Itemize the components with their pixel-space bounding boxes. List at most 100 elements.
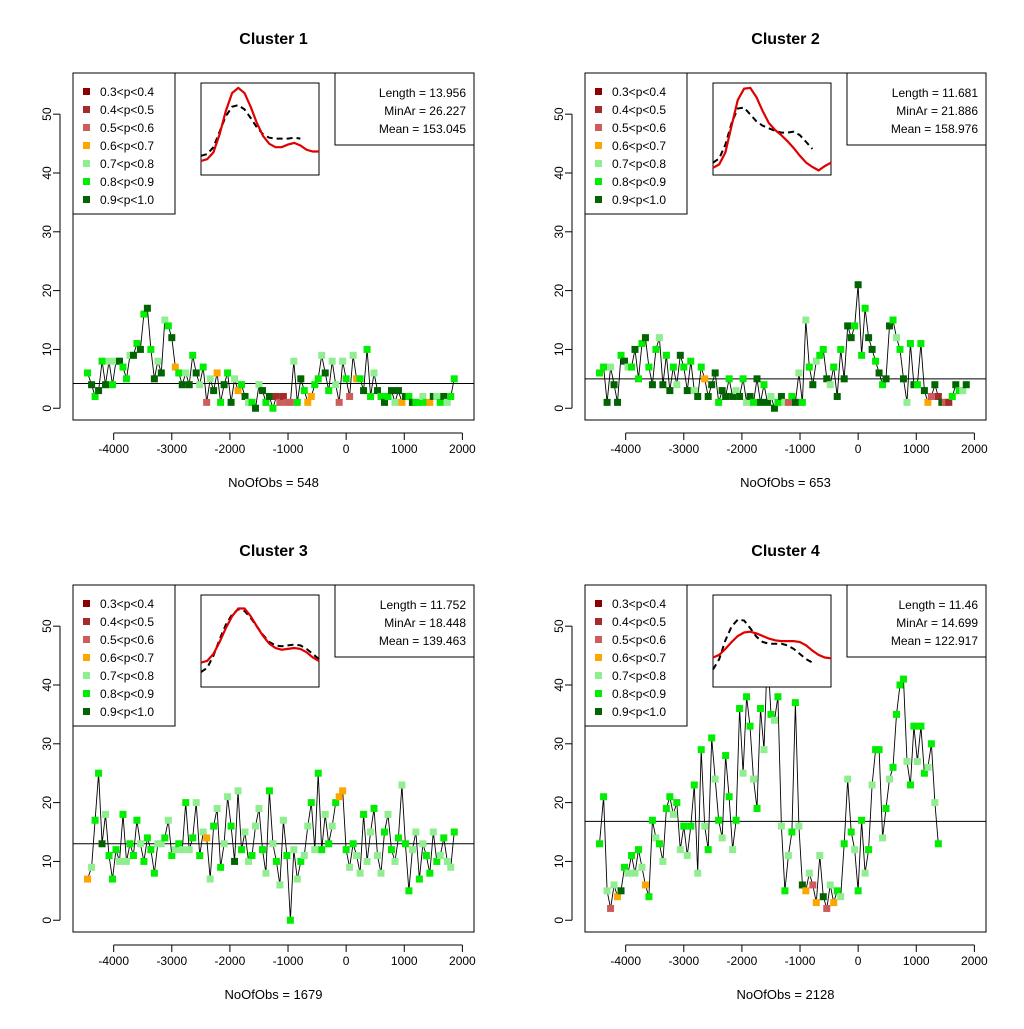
data-point [708,734,716,742]
y-tick-label: 40 [40,166,54,180]
data-point [356,869,364,877]
data-point [770,404,778,412]
data-point [760,746,768,754]
legend-label: 0.6<p<0.7 [100,139,154,153]
data-point [879,834,887,842]
data-point [339,357,347,365]
x-tick-label: 0 [855,442,862,456]
data-point [875,369,883,377]
y-tick-label: 40 [40,678,54,692]
chart-title: Cluster 3 [239,543,308,560]
data-point [122,375,130,383]
data-point [300,852,308,860]
chart-title: Cluster 4 [751,543,820,560]
data-point [844,775,852,783]
stats-text: Length = 13.956 [379,86,466,100]
data-point [161,834,169,842]
data-point [655,334,663,342]
data-point [171,846,179,854]
inset-density-red [712,86,832,172]
data-point [265,392,273,400]
data-point [360,810,368,818]
data-point [241,828,249,836]
data-point [676,846,684,854]
stats-text: MinAr = 21.886 [896,104,978,118]
data-point [115,357,123,365]
data-point [711,369,719,377]
x-tick-label: 0 [855,954,862,968]
data-point [687,357,695,365]
data-point [739,375,747,383]
data-point [715,398,723,406]
plot-frame [72,72,475,421]
data-point [600,793,608,801]
data-point [189,834,197,842]
stats-text: Length = 11.752 [380,598,467,612]
data-point [136,840,144,848]
data-point [290,357,298,365]
data-point [342,846,350,854]
data-point [767,392,775,400]
data-point [596,369,604,377]
data-point [711,775,719,783]
x-axis-label: NoOfObs = 548 [228,475,319,490]
data-point [279,816,287,824]
data-point [830,363,838,371]
data-point [164,816,172,824]
data-point [182,369,190,377]
x-tick-label: -1000 [273,442,304,456]
data-point [255,381,263,389]
data-point [924,763,932,771]
data-point [948,392,956,400]
data-point [360,387,368,395]
legend-swatch [595,124,602,131]
data-point [203,398,211,406]
x-axis-label: NoOfObs = 1679 [225,987,323,1002]
data-point [899,375,907,383]
data-point [150,375,158,383]
legend-label: 0.5<p<0.6 [100,121,154,135]
data-point [258,846,266,854]
data-point [648,816,656,824]
data-point [426,869,434,877]
y-tick-label: 50 [40,619,54,633]
data-point [290,846,298,854]
data-point [217,863,225,871]
data-point [88,863,96,871]
data-point [105,357,113,365]
data-point [157,369,165,377]
data-point [718,834,726,842]
data-point [920,769,928,777]
data-point [683,852,691,860]
data-point [704,846,712,854]
data-point [224,793,232,801]
data-point [95,387,103,395]
data-point [645,893,653,901]
data-point [743,398,751,406]
data-point [889,763,897,771]
data-point [669,363,677,371]
data-point [220,840,228,848]
legend-label: 0.9<p<1.0 [100,193,154,207]
data-point [920,387,928,395]
data-point [610,881,618,889]
data-point [875,746,883,754]
data-point [213,369,221,377]
data-point [171,363,179,371]
data-point [255,804,263,812]
data-point [732,816,740,824]
data-point [868,781,876,789]
inset-density-red [200,607,320,664]
data-point [115,857,123,865]
x-tick-label: -2000 [727,954,758,968]
data-point [227,822,235,830]
data-point [363,345,371,353]
data-point [321,369,329,377]
x-tick-label: -2000 [727,442,758,456]
chart-title: Cluster 2 [751,31,820,48]
data-point [129,351,137,359]
data-point [788,392,796,400]
data-point [893,334,901,342]
data-point [185,846,193,854]
data-point [819,893,827,901]
